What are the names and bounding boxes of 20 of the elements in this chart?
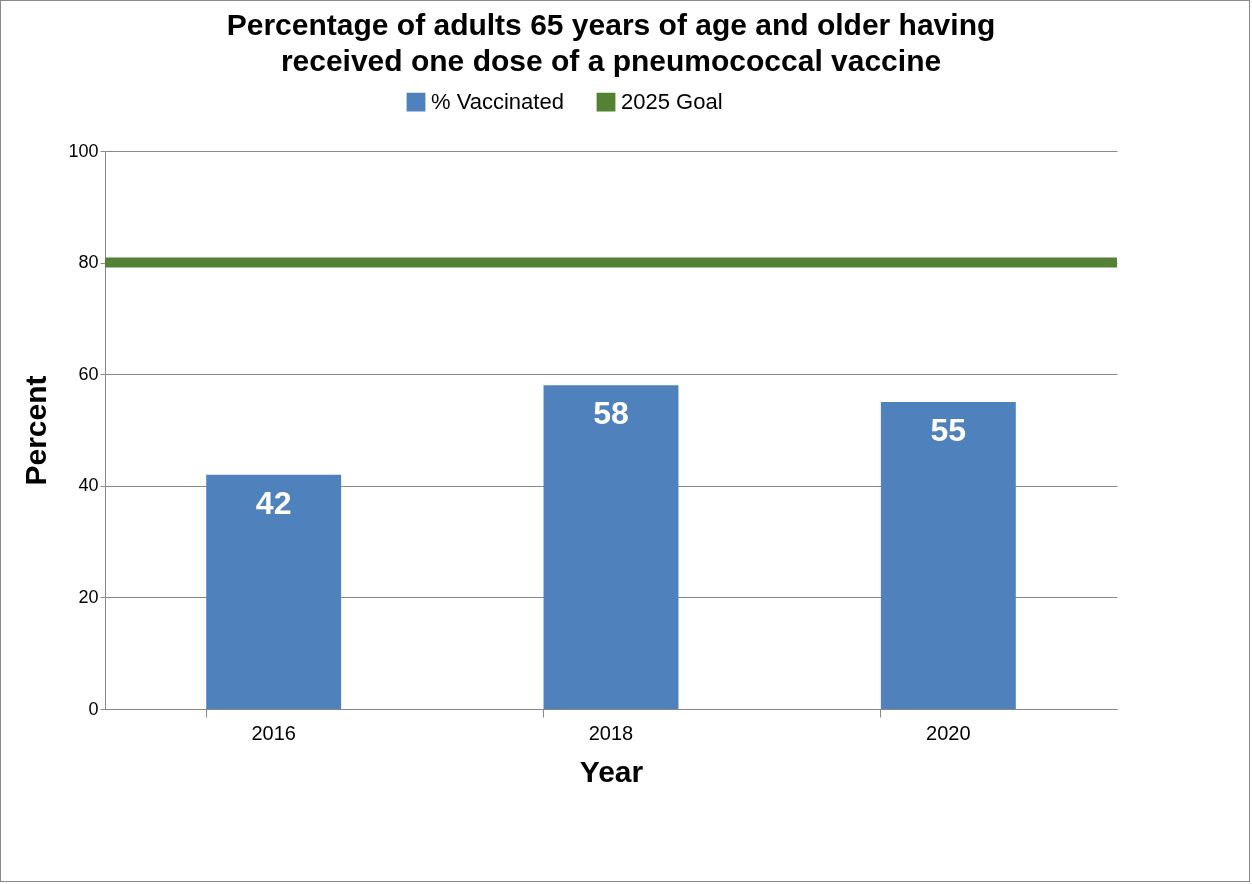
x-tick-label: 2016 xyxy=(251,721,296,744)
y-tick-label: 80 xyxy=(78,252,99,273)
y-tick-label: 60 xyxy=(78,363,99,384)
bar xyxy=(880,402,1016,709)
data-label: 55 xyxy=(930,412,967,449)
chart-title: Percentage of adults 65 years of age and older having received one dose of a pneumococcal vaccine xyxy=(226,8,996,77)
x-tick-label: 2018 xyxy=(588,721,634,744)
y-tick-label: 20 xyxy=(78,586,99,607)
bar xyxy=(543,385,679,709)
legend-label: % Vaccinated xyxy=(431,89,564,115)
y-tick-label: 0 xyxy=(88,698,99,719)
data-label: 42 xyxy=(255,484,292,521)
y-tick-label: 40 xyxy=(78,475,99,496)
y-tick-label: 100 xyxy=(68,140,99,161)
y-axis-title: Percent xyxy=(19,375,53,486)
legend-label: 2025 Goal xyxy=(621,89,723,115)
x-tick-label: 2020 xyxy=(926,721,971,744)
data-label: 58 xyxy=(593,395,629,432)
x-axis-title: Year xyxy=(579,754,644,788)
bar xyxy=(206,474,342,709)
